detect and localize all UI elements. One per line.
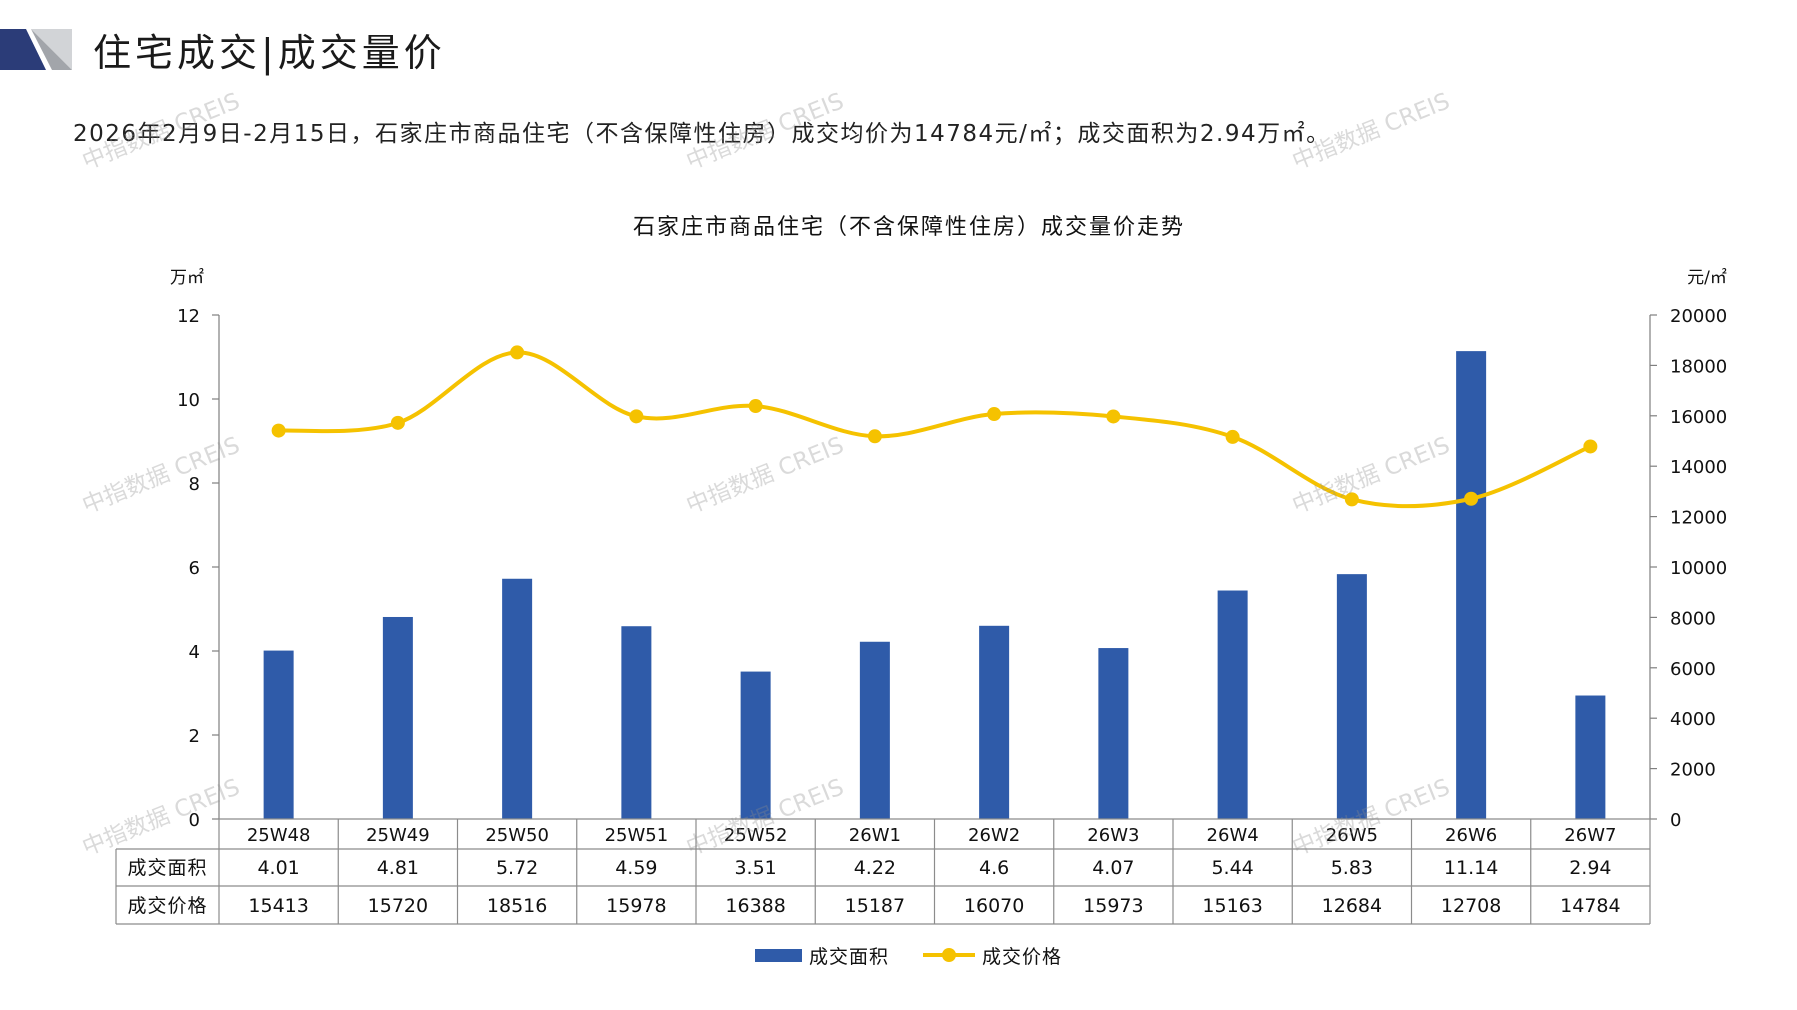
table-cell-area: 5.83 — [1331, 857, 1373, 879]
category-label: 25W52 — [724, 825, 788, 846]
summary-text: 2026年2月9日-2月15日，石家庄市商品住宅（不含保障性住房）成交均价为14… — [73, 121, 1331, 147]
table-row-header: 成交面积 — [127, 857, 207, 879]
category-label: 26W5 — [1326, 825, 1378, 846]
logo-dark-shape — [0, 29, 46, 70]
left-axis-tick-label: 6 — [189, 558, 200, 579]
left-axis-tick-label: 10 — [177, 390, 200, 411]
legend-swatch-point — [942, 948, 956, 962]
table-cell-area: 4.22 — [854, 857, 896, 879]
table-cell-price: 16388 — [725, 895, 785, 917]
table-cell-area: 4.59 — [615, 857, 657, 879]
table-cell-price: 15413 — [248, 895, 308, 917]
left-axis-tick-label: 8 — [189, 474, 200, 495]
left-axis-tick-label: 0 — [189, 810, 200, 831]
bar — [1336, 574, 1367, 819]
table-cell-price: 16070 — [964, 895, 1024, 917]
price-point — [1583, 439, 1598, 454]
right-axis-tick-label: 16000 — [1670, 407, 1727, 428]
price-point — [271, 423, 286, 438]
right-axis-tick-label: 12000 — [1670, 508, 1727, 529]
table-cell-area: 4.81 — [377, 857, 419, 879]
right-axis-tick-label: 14000 — [1670, 457, 1727, 478]
price-point — [1344, 492, 1359, 507]
table-cell-area: 3.51 — [734, 857, 776, 879]
category-label: 26W6 — [1445, 825, 1497, 846]
table-cell-price: 12708 — [1441, 895, 1501, 917]
price-point — [987, 407, 1002, 422]
bar — [502, 578, 533, 819]
chart-title: 石家庄市商品住宅（不含保障性住房）成交量价走势 — [633, 215, 1185, 240]
bar — [621, 626, 652, 819]
bar — [859, 641, 890, 819]
price-point — [1464, 491, 1479, 506]
table-cell-area: 11.14 — [1444, 857, 1498, 879]
category-label: 25W48 — [247, 825, 311, 846]
category-label: 26W2 — [968, 825, 1020, 846]
logo — [0, 29, 72, 70]
category-label: 26W7 — [1564, 825, 1616, 846]
price-point — [390, 415, 405, 430]
table-row-header: 成交价格 — [127, 895, 207, 917]
right-axis-tick-label: 4000 — [1670, 709, 1716, 730]
price-point — [510, 345, 525, 360]
bar — [382, 616, 413, 819]
legend-swatch-bar — [755, 949, 802, 962]
line-series — [271, 345, 1598, 509]
bar — [1456, 351, 1487, 819]
category-label: 25W49 — [366, 825, 430, 846]
data-table: 25W48 25W49 25W50 25W51 25W52 26W1 26W2 26W3 26W… — [115, 818, 1651, 925]
table-cell-price: 14784 — [1560, 895, 1620, 917]
axes: 0 2 4 6 8 10 12 0 2000 4000 6000 8000 10000 12000 1400… — [177, 306, 1727, 831]
right-axis-tick-label: 0 — [1670, 810, 1681, 831]
bar — [1575, 695, 1606, 819]
table-cell-area: 5.44 — [1211, 857, 1253, 879]
table-cell-price: 12684 — [1322, 895, 1382, 917]
right-axis-tick-label: 18000 — [1670, 356, 1727, 377]
legend-label: 成交价格 — [982, 946, 1062, 968]
category-label: 25W50 — [485, 825, 549, 846]
category-label: 26W4 — [1207, 825, 1259, 846]
bar-series — [263, 351, 1606, 819]
left-axis-tick-label: 12 — [177, 306, 200, 327]
right-axis-tick-label: 20000 — [1670, 306, 1727, 327]
table-cell-price: 18516 — [487, 895, 547, 917]
bar — [263, 650, 294, 819]
left-axis-tick-label: 2 — [189, 726, 200, 747]
table-cell-area: 4.01 — [257, 857, 299, 879]
left-axis-tick-label: 4 — [189, 642, 200, 663]
bar — [979, 625, 1010, 819]
price-point — [748, 399, 763, 414]
right-axis-tick-label: 6000 — [1670, 659, 1716, 680]
price-point — [867, 429, 882, 444]
category-label: 25W51 — [605, 825, 669, 846]
table-cell-price: 15720 — [368, 895, 428, 917]
logo-mid-shape — [31, 29, 72, 70]
table-cell-area: 2.94 — [1569, 857, 1611, 879]
bar — [740, 671, 771, 819]
price-point — [1225, 429, 1240, 444]
table-cell-price: 15973 — [1083, 895, 1143, 917]
price-line — [278, 350, 1592, 509]
price-point — [1106, 409, 1121, 424]
right-axis-tick-label: 2000 — [1670, 760, 1716, 781]
right-axis-unit: 元/㎡ — [1687, 268, 1727, 288]
table-cell-area: 5.72 — [496, 857, 538, 879]
price-point — [629, 409, 644, 424]
table-cell-price: 15163 — [1202, 895, 1262, 917]
bar — [1217, 590, 1248, 819]
table-cell-price: 15187 — [845, 895, 905, 917]
bar — [1098, 648, 1129, 819]
table-cell-price: 15978 — [606, 895, 666, 917]
legend-label: 成交面积 — [809, 946, 889, 968]
legend: 成交面积 成交价格 — [755, 946, 1062, 968]
right-axis-tick-label: 10000 — [1670, 558, 1727, 579]
category-label: 26W3 — [1087, 825, 1139, 846]
left-axis-unit: 万㎡ — [170, 268, 204, 288]
table-cell-area: 4.07 — [1092, 857, 1134, 879]
right-axis-tick-label: 8000 — [1670, 608, 1716, 629]
category-label: 26W1 — [849, 825, 901, 846]
page-title: 住宅成交|成交量价 — [93, 31, 446, 75]
table-cell-area: 4.6 — [979, 857, 1009, 879]
